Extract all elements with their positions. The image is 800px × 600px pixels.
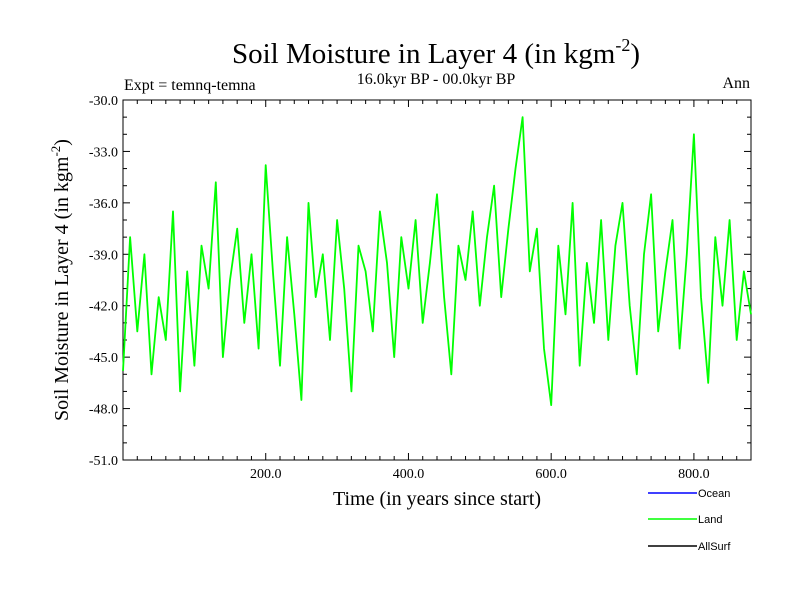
plot-frame <box>122 99 752 461</box>
chart-subtitle: 16.0kyr BP - 00.0kyr BP <box>357 71 516 88</box>
y-tick-label: -36.0 <box>89 197 118 212</box>
y-axis-label-superscript: -2 <box>48 146 63 157</box>
chart-title-close: ) <box>630 38 640 70</box>
legend-item-land: Land <box>648 514 722 526</box>
y-tick-label: -39.0 <box>89 248 118 263</box>
y-axis: -30.0 -33.0 -36.0 -39.0 -42.0 -45.0 -48.0 -51.0 <box>89 94 751 469</box>
x-tick-label: 600.0 <box>535 467 567 482</box>
experiment-label: Expt = temnq-temna <box>124 77 256 94</box>
y-axis-label-main: Soil Moisture in Layer 4 (in kgm <box>51 156 73 421</box>
y-tick-label: -45.0 <box>89 351 118 366</box>
y-tick-label: -51.0 <box>89 454 118 469</box>
y-tick-label: -30.0 <box>89 94 118 109</box>
x-tick-label: 800.0 <box>678 467 710 482</box>
legend-label-allsurf: AllSurf <box>698 541 731 553</box>
y-axis-label-close: ) <box>51 139 73 146</box>
x-tick-label: 200.0 <box>250 467 282 482</box>
x-tick-label: 400.0 <box>393 467 425 482</box>
y-tick-label: -42.0 <box>89 300 118 315</box>
series-layer <box>122 116 752 407</box>
x-axis-label: Time (in years since start) <box>333 488 541 510</box>
legend-label-ocean: Ocean <box>698 488 730 500</box>
y-tick-label: -48.0 <box>89 403 118 418</box>
legend-label-land: Land <box>698 514 722 526</box>
x-axis: 200.0 400.0 600.0 800.0 <box>136 100 738 482</box>
legend: Ocean Land AllSurf <box>648 488 731 553</box>
chart-title-superscript: -2 <box>615 35 630 55</box>
legend-item-allsurf: AllSurf <box>648 541 731 553</box>
chart-title: Soil Moisture in Layer 4 (in kgm-2) <box>232 35 640 70</box>
season-label: Ann <box>722 75 750 92</box>
y-tick-label: -33.0 <box>89 145 118 160</box>
y-axis-label: Soil Moisture in Layer 4 (in kgm-2) <box>48 139 73 421</box>
series-line-land <box>122 116 752 407</box>
legend-item-ocean: Ocean <box>648 488 730 500</box>
chart-title-main: Soil Moisture in Layer 4 (in kgm <box>232 38 616 70</box>
